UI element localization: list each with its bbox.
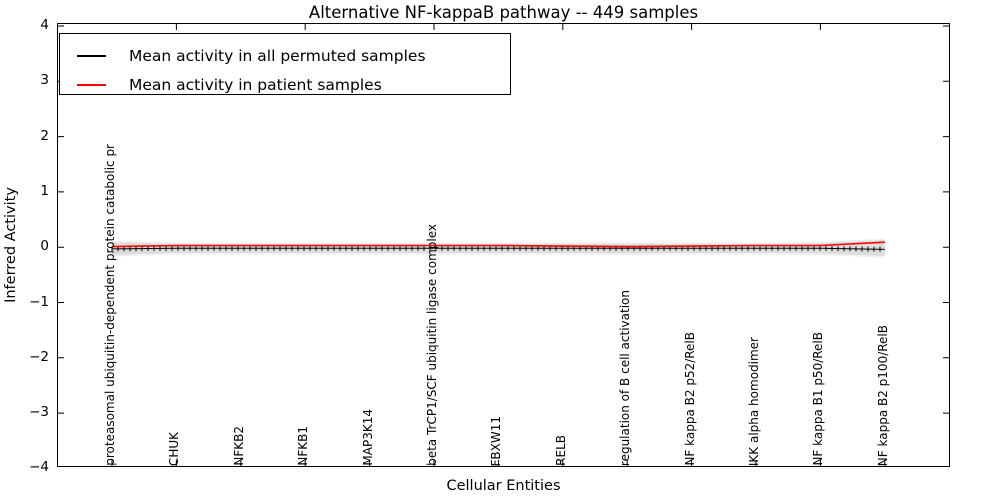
y-tick-label: −2 (29, 348, 49, 365)
x-category-label: NF kappa B2 p52/RelB (682, 332, 697, 466)
y-tick-label: 2 (40, 127, 49, 144)
y-tick-label: 3 (40, 72, 49, 89)
y-tick-label: −1 (29, 293, 49, 310)
legend-label-permuted: Mean activity in all permuted samples (129, 46, 426, 65)
x-category-label: NF kappa B1 p50/RelB (811, 332, 826, 466)
y-tick-label: 4 (40, 17, 49, 33)
y-tick-label: −4 (29, 459, 49, 476)
x-category-label: RELB (553, 435, 568, 466)
x-category-label: IKK alpha homodimer (747, 336, 761, 466)
plot-canvas (58, 24, 949, 466)
legend: Mean activity in all permuted samples Me… (59, 33, 511, 95)
x-category-label: regulation of B cell activation (618, 289, 633, 466)
patient-mean-line (111, 241, 885, 248)
permuted-mean-line (111, 247, 885, 250)
y-tick-label: −3 (29, 404, 49, 421)
x-category-label: CHUK (167, 431, 182, 466)
plot-area (57, 23, 950, 467)
x-axis-label: Cellular Entities (446, 478, 561, 494)
x-category-label: proteasomal ubiquitin-dependent protein … (103, 144, 117, 466)
x-category-label: MAP3K14 (360, 409, 375, 466)
legend-label-patient: Mean activity in patient samples (129, 75, 382, 94)
y-tick-label: 1 (40, 182, 49, 199)
x-category-label: beta TrCP1/SCF ubiquitin ligase complex (425, 224, 439, 466)
legend-line-black (77, 54, 106, 57)
legend-item-patient: Mean activity in patient samples (60, 70, 510, 99)
chart-title: Alternative NF-kappaB pathway -- 449 sam… (308, 3, 699, 22)
x-category-label: NFKB1 (296, 426, 311, 466)
legend-line-red (77, 83, 106, 86)
x-category-label: FBXW11 (489, 415, 504, 467)
legend-item-permuted: Mean activity in all permuted samples (60, 41, 510, 70)
axis-ticks (58, 24, 949, 466)
x-category-label: NFKB2 (231, 426, 246, 466)
y-tick-label: 0 (40, 238, 49, 255)
x-category-label: NF kappa B2 p100/RelB (875, 324, 890, 466)
